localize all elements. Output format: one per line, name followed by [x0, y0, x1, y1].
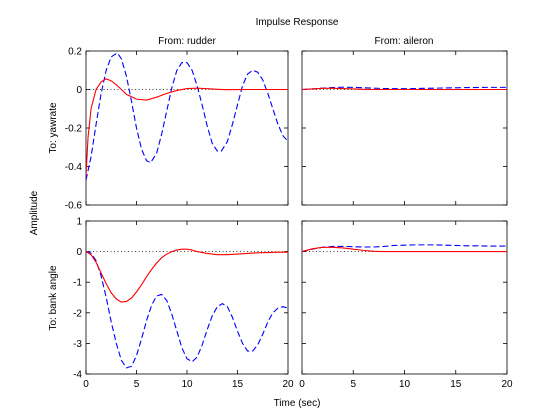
panel-rudder-bank-angle: 10-1-2-3-40 5 10 15 20	[73, 217, 294, 391]
y-tick-label: -0.6	[65, 201, 83, 212]
solid-series-line-rudder-yawrate	[86, 78, 288, 177]
x-tick-label: 15	[450, 379, 462, 390]
panel-aileron-yawrate	[301, 50, 508, 206]
column-label-aileron: From: aileron	[375, 36, 434, 47]
x-tick-label: 0	[299, 379, 305, 390]
y-tick-label: -1	[73, 278, 82, 289]
y-tick-label: -2	[73, 308, 82, 319]
y-tick-label: 0.2	[68, 47, 82, 58]
y-tick-label: 0	[76, 247, 82, 258]
y-tick-label: -0.2	[65, 124, 83, 135]
panel-rudder-yawrate: 0.2 0 -0.2 -0.4 -0.6	[65, 47, 289, 212]
x-tick-label: 10	[399, 379, 411, 390]
x-tick-label: 5	[134, 379, 140, 390]
panel-aileron-bank-angle: 0 5 10 15 20	[299, 220, 513, 390]
x-tick-label: 20	[282, 379, 294, 390]
row-label-bank-angle: To: bank angle	[48, 265, 59, 330]
dashed-series-line-rudder-bank-angle	[86, 251, 288, 369]
y-axis-label: Amplitude	[29, 190, 40, 235]
dashed-series-line-aileron-bank-angle	[302, 244, 507, 253]
chart-title: Impulse Response	[256, 17, 339, 28]
solid-series-line-aileron-yawrate	[302, 87, 507, 91]
x-tick-label: 15	[232, 379, 244, 390]
y-tick-label: -4	[73, 370, 82, 381]
x-tick-label: 5	[350, 379, 356, 390]
x-tick-label: 10	[181, 379, 193, 390]
column-label-rudder: From: rudder	[158, 36, 216, 47]
axes-frame-rudder-yawrate	[85, 50, 289, 206]
x-tick-label: 0	[83, 379, 89, 390]
y-tick-label: 1	[76, 217, 82, 228]
y-tick-label: 0	[76, 85, 82, 96]
y-tick-label: -3	[73, 339, 82, 350]
solid-series-line-aileron-bank-angle	[302, 246, 507, 253]
x-axis-label: Time (sec)	[274, 398, 321, 409]
axes-frame-aileron-yawrate	[301, 50, 508, 206]
solid-series-line-rudder-bank-angle	[86, 248, 288, 303]
axes-frame-aileron-bank-angle	[301, 220, 508, 375]
dashed-series-line-rudder-yawrate	[86, 52, 288, 181]
axes-frame-rudder-bank-angle	[85, 220, 289, 375]
x-tick-label: 20	[501, 379, 513, 390]
row-label-yawrate: To: yawrate	[48, 102, 59, 154]
y-tick-label: -0.4	[65, 162, 83, 173]
